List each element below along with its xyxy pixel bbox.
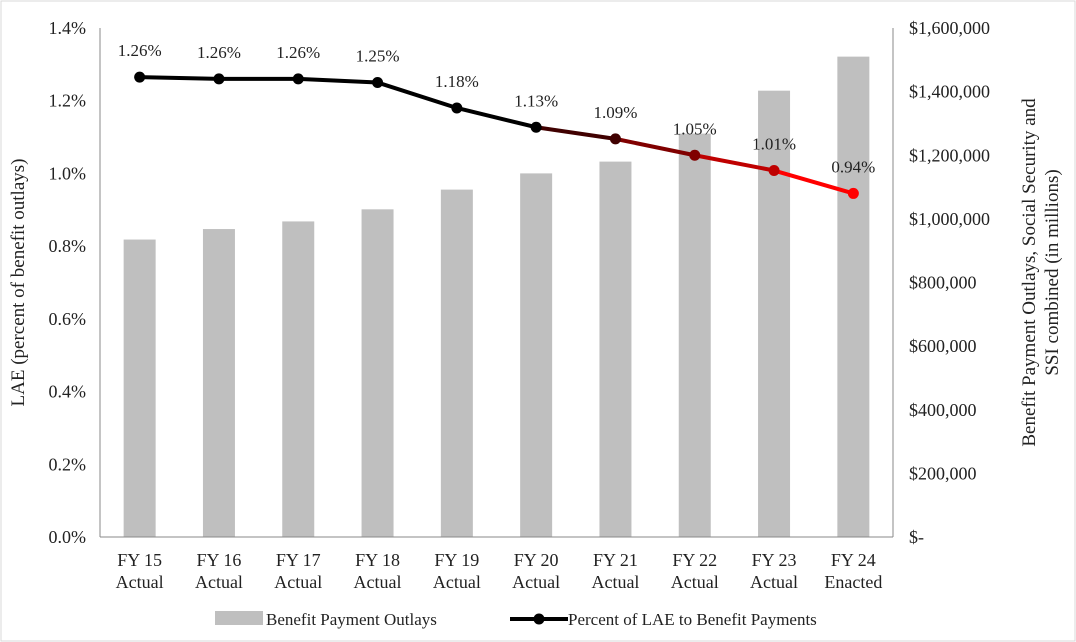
right-tick-label-7: $1,400,000 — [909, 82, 990, 102]
bar-4 — [440, 189, 473, 538]
axis-titles: LAE (percent of benefit outlays) Benefit … — [8, 98, 1063, 447]
legend-line-marker — [533, 613, 545, 625]
x-tick-label-3: FY 18 Actual — [354, 550, 402, 592]
line-segment-2 — [296, 76, 380, 85]
data-label-3: 1.25% — [356, 47, 400, 66]
left-tick-label-6: 1.2% — [49, 91, 87, 111]
axes — [99, 28, 894, 538]
bar-7 — [678, 133, 711, 537]
bar-0 — [123, 239, 156, 537]
left-tick-label-7: 1.4% — [49, 18, 87, 38]
data-label-8: 1.01% — [752, 135, 796, 154]
right-axis-ticks: $- $200,000 $400,000 $600,000 $800,000 $1,000… — [909, 18, 990, 547]
right-tick-label-5: $1,000,000 — [909, 209, 990, 229]
bar-6 — [599, 161, 632, 538]
data-label-2: 1.26% — [276, 43, 320, 62]
line-point-2 — [292, 73, 304, 85]
left-axis-title: LAE (percent of benefit outlays) — [8, 159, 29, 407]
data-label-9: 0.94% — [831, 157, 875, 176]
line-point-0 — [134, 71, 146, 83]
right-tick-label-1: $200,000 — [909, 463, 977, 483]
bar-5 — [520, 173, 553, 537]
right-tick-label-2: $400,000 — [909, 400, 977, 420]
bar-3 — [361, 209, 394, 538]
x-axis-ticks: FY 15 Actual FY 16 Actual FY 17 Actual FY 18 Ac… — [116, 550, 883, 592]
bar-9 — [837, 56, 870, 537]
left-tick-label-3: 0.6% — [49, 309, 87, 329]
line-point-1 — [213, 73, 225, 85]
x-tick-label-6: FY 21 Actual — [591, 550, 639, 592]
left-tick-label-0: 0.0% — [49, 527, 87, 547]
bar-8 — [758, 90, 791, 537]
data-label-1: 1.26% — [197, 43, 241, 62]
line-series — [134, 71, 859, 199]
line-segment-6 — [613, 136, 697, 158]
x-tick-label-9: FY 24 Enacted — [824, 550, 882, 592]
line-segment-7 — [692, 153, 777, 173]
left-tick-label-2: 0.4% — [49, 382, 87, 402]
left-axis-ticks: 0.0% 0.2% 0.4% 0.6% 0.8% 1.0% 1.2% 1.4% — [49, 18, 87, 547]
data-labels: 1.26% 1.26% 1.26% 1.25% 1.18% 1.13% 1.09% 1.05%… — [118, 41, 876, 176]
bar-2 — [282, 221, 315, 538]
right-tick-label-4: $800,000 — [909, 273, 977, 293]
data-label-4: 1.18% — [435, 72, 479, 91]
line-point-8 — [768, 165, 780, 177]
data-label-7: 1.05% — [673, 119, 717, 138]
line-point-4 — [451, 102, 463, 114]
x-tick-label-4: FY 19 Actual — [433, 550, 481, 592]
line-segment-8 — [772, 168, 856, 196]
right-axis-title: Benefit Payment Outlays, Social Security… — [1019, 98, 1063, 447]
x-tick-label-8: FY 23 Actual — [750, 550, 798, 592]
data-label-0: 1.26% — [118, 41, 162, 60]
line-point-5 — [530, 121, 542, 133]
line-point-6 — [609, 133, 621, 145]
line-segment-0 — [137, 75, 221, 81]
legend-label-bars: Benefit Payment Outlays — [266, 610, 437, 629]
legend-label-line: Percent of LAE to Benefit Payments — [568, 610, 817, 629]
line-segment-5 — [534, 125, 618, 141]
line-segment-4 — [454, 105, 539, 130]
line-segment-3 — [375, 80, 459, 110]
line-point-3 — [372, 77, 384, 89]
line-point-7 — [689, 149, 701, 161]
right-tick-label-6: $1,200,000 — [909, 145, 990, 165]
x-tick-label-7: FY 22 Actual — [671, 550, 719, 592]
bar-1 — [202, 229, 235, 537]
data-label-6: 1.09% — [593, 103, 637, 122]
right-tick-label-0: $- — [909, 527, 924, 547]
right-tick-label-8: $1,600,000 — [909, 18, 990, 38]
left-tick-label-5: 1.0% — [49, 163, 87, 183]
left-tick-label-4: 0.8% — [49, 236, 87, 256]
right-tick-label-3: $600,000 — [909, 336, 977, 356]
data-label-5: 1.13% — [514, 91, 558, 110]
legend: Benefit Payment Outlays Percent of LAE to… — [215, 610, 817, 629]
left-tick-label-1: 0.2% — [49, 454, 87, 474]
bar-series — [123, 56, 870, 538]
legend-bar-swatch — [215, 611, 263, 625]
x-tick-label-1: FY 16 Actual — [195, 550, 243, 592]
x-tick-label-0: FY 15 Actual — [116, 550, 164, 592]
x-tick-label-5: FY 20 Actual — [512, 550, 560, 592]
line-point-9 — [847, 187, 859, 199]
x-tick-label-2: FY 17 Actual — [274, 550, 322, 592]
